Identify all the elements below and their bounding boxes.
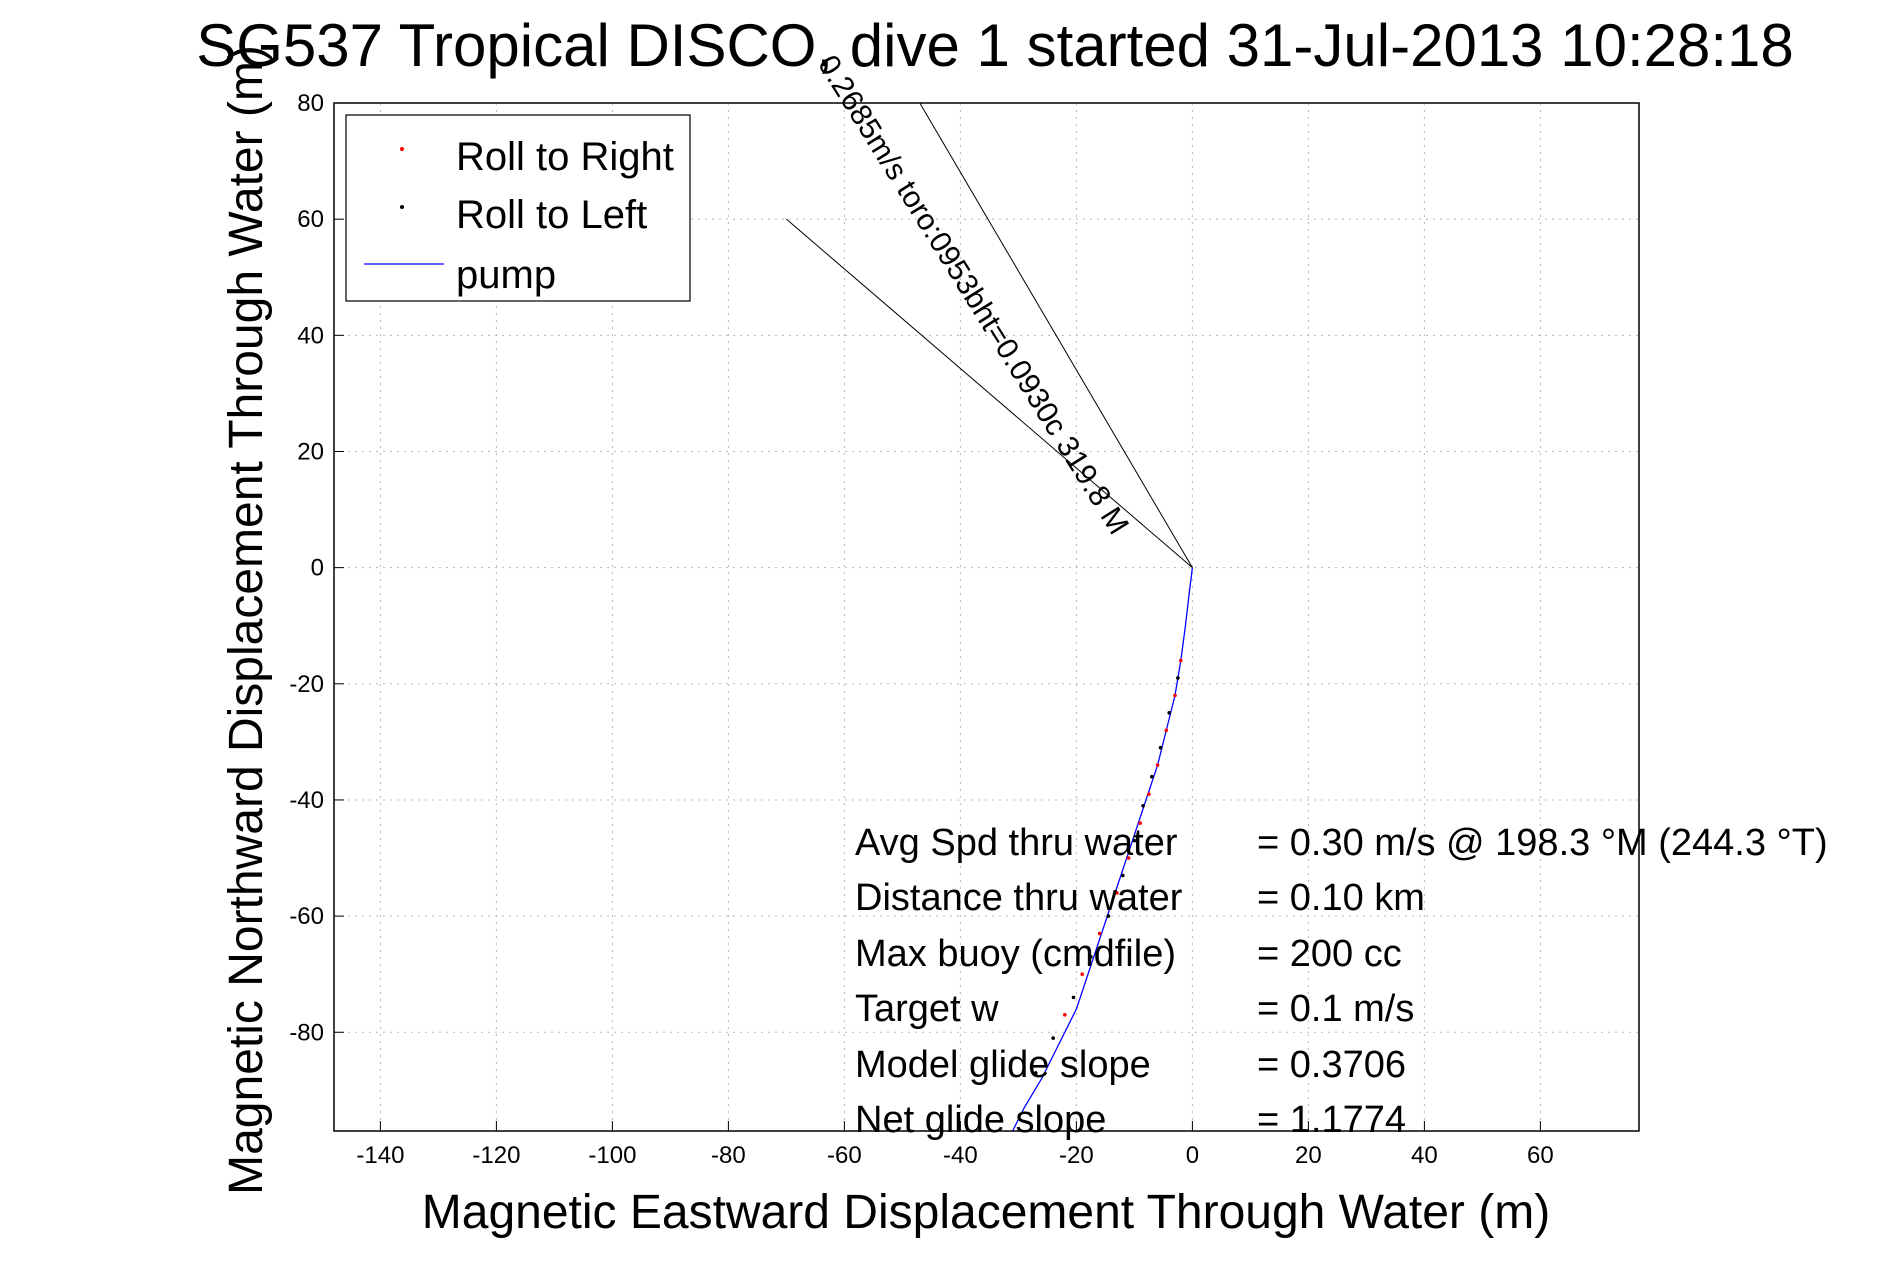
stats-block: Avg Spd thru water = 0.30 m/s @ 198.3 °M… xyxy=(855,822,1828,1141)
x-tick-label: 0 xyxy=(1186,1142,1199,1169)
heading-lines xyxy=(786,103,1193,569)
roll-right-point xyxy=(1147,792,1151,796)
roll-left-point xyxy=(1034,1071,1038,1075)
roll-right-point xyxy=(1126,856,1131,860)
y-tick-label: -20 xyxy=(289,671,324,698)
x-tick-label: 20 xyxy=(1295,1142,1322,1169)
y-tick-label: -40 xyxy=(289,787,324,814)
roll-points-layer xyxy=(1034,658,1183,1075)
x-tick-label: -60 xyxy=(827,1142,862,1169)
y-tick-label: 0 xyxy=(311,555,324,582)
roll-right-point xyxy=(1173,693,1177,698)
roll-right-point xyxy=(1115,891,1119,895)
roll-right-point xyxy=(1155,763,1160,767)
stat-label: Model glide slope xyxy=(855,1044,1151,1086)
roll-right-point xyxy=(1097,931,1102,936)
x-tick-label: -120 xyxy=(472,1142,520,1169)
x-tick-label: -140 xyxy=(356,1142,404,1169)
stat-value: = 0.1 m/s xyxy=(1257,988,1414,1030)
roll-left-point xyxy=(1167,711,1171,715)
roll-left-point xyxy=(1051,1036,1055,1040)
y-tick-label: 40 xyxy=(297,322,324,349)
x-tick-label: 60 xyxy=(1527,1142,1554,1169)
roll-left-point xyxy=(1071,995,1076,1000)
heading-line xyxy=(919,103,1193,568)
roll-left-point xyxy=(1150,774,1154,779)
roll-right-point xyxy=(1063,1013,1067,1017)
roll-right-point xyxy=(1179,658,1183,663)
roll-left-point xyxy=(1089,954,1093,959)
stat-label: Avg Spd thru water xyxy=(855,822,1178,864)
legend-swatch-roll-left xyxy=(400,205,404,209)
y-axis-label: Magnetic Northward Displacement Through … xyxy=(220,45,273,1195)
stat-label: Distance thru water xyxy=(855,877,1183,919)
y-tick-label: 20 xyxy=(297,438,324,465)
y-tick-label: 80 xyxy=(297,90,324,117)
chart-title: SG537 Tropical DISCO, dive 1 started 31-… xyxy=(196,12,1794,79)
axes-box xyxy=(333,102,1640,1132)
stat-value: = 1.1774 xyxy=(1257,1099,1406,1141)
stat-value: = 0.3706 xyxy=(1257,1044,1406,1086)
x-tick-label: -100 xyxy=(588,1142,636,1169)
roll-left-point xyxy=(1121,873,1125,878)
y-tick-label: 60 xyxy=(297,206,324,233)
legend: Roll to Right Roll to Left pump xyxy=(345,114,691,302)
roll-right-point xyxy=(1164,728,1169,733)
roll-left-point xyxy=(1132,838,1137,843)
x-tick-label: -80 xyxy=(711,1142,746,1169)
heading-line xyxy=(786,218,1193,569)
legend-label-pump: pump xyxy=(456,253,556,297)
y-ticks: 80 60 40 20 0 -20 -40 -60 -80 xyxy=(289,90,344,1046)
roll-right-point xyxy=(1080,972,1084,976)
legend-label-roll-right: Roll to Right xyxy=(456,135,674,179)
x-tick-label: -20 xyxy=(1059,1142,1094,1169)
stat-label: Max buoy (cmdfile) xyxy=(855,933,1176,975)
legend-label-roll-left: Roll to Left xyxy=(456,193,647,237)
x-axis-label: Magnetic Eastward Displacement Through W… xyxy=(422,1186,1550,1239)
y-tick-label: -80 xyxy=(289,1019,324,1046)
stat-label: Target w xyxy=(855,988,999,1030)
stat-value: = 0.30 m/s @ 198.3 °M (244.3 °T) xyxy=(1257,822,1828,864)
x-ticks: -140 -120 -100 -80 -60 -40 -20 0 20 40 60 xyxy=(356,1121,1554,1169)
roll-left-point xyxy=(1141,803,1145,808)
stat-value: = 200 cc xyxy=(1257,933,1402,975)
roll-left-point xyxy=(1106,914,1111,918)
x-tick-label: -40 xyxy=(943,1142,978,1169)
stat-value: = 0.10 km xyxy=(1257,877,1425,919)
roll-left-point xyxy=(1176,676,1180,680)
legend-swatch-roll-right xyxy=(400,147,404,151)
stat-label: Net glide slope xyxy=(855,1099,1106,1141)
y-tick-label: -60 xyxy=(289,903,324,930)
x-tick-label: 40 xyxy=(1411,1142,1438,1169)
roll-left-point xyxy=(1158,745,1163,750)
roll-right-point xyxy=(1138,821,1142,825)
